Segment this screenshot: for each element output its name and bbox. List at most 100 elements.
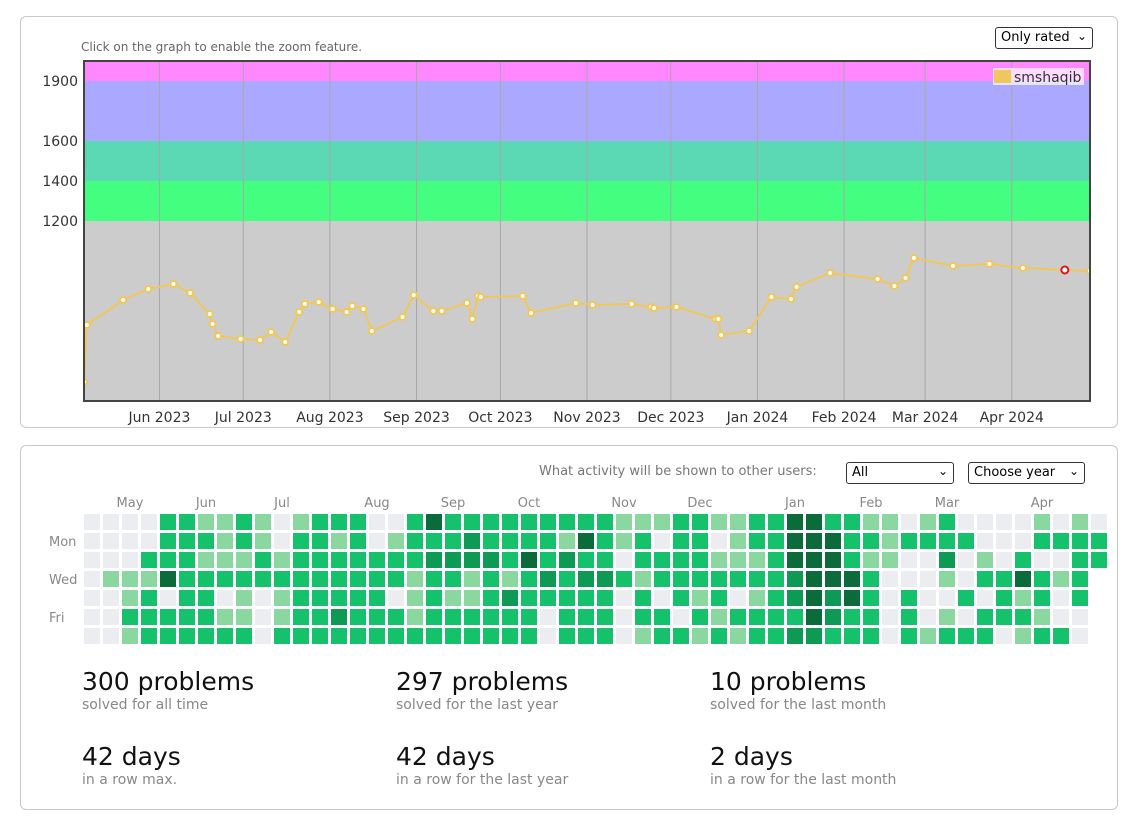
activity-cell <box>787 609 803 625</box>
activity-cell <box>996 514 1012 530</box>
activity-cell <box>103 609 119 625</box>
stat-streak-max: 42 days in a row max. <box>82 743 181 789</box>
activity-cell <box>635 628 651 644</box>
year-select[interactable]: Choose year ⌄ <box>968 462 1085 484</box>
month-label: Nov <box>611 496 637 511</box>
activity-cell <box>958 514 974 530</box>
activity-cell <box>1015 571 1031 587</box>
activity-cell <box>863 628 879 644</box>
stat-caption: in a row for the last year <box>396 772 569 788</box>
activity-cell <box>977 628 993 644</box>
activity-cell <box>445 609 461 625</box>
activity-cell <box>426 571 442 587</box>
rating-point <box>398 313 407 321</box>
activity-cell <box>426 609 442 625</box>
activity-cell <box>825 609 841 625</box>
rating-point <box>267 328 276 336</box>
activity-cell <box>730 609 746 625</box>
activity-cell <box>502 514 518 530</box>
activity-cell <box>635 514 651 530</box>
activity-cell <box>103 552 119 568</box>
activity-cell <box>578 514 594 530</box>
activity-cell <box>654 552 670 568</box>
rating-point <box>873 275 882 283</box>
activity-cell <box>407 628 423 644</box>
activity-cell <box>388 514 404 530</box>
activity-cell <box>1053 628 1069 644</box>
activity-cell <box>388 533 404 549</box>
rating-point <box>119 296 128 304</box>
activity-cell <box>882 628 898 644</box>
stat-streak-year: 42 days in a row for the last year <box>396 743 568 789</box>
activity-cell <box>160 590 176 606</box>
activity-cell <box>977 609 993 625</box>
activity-cell <box>1091 514 1107 530</box>
activity-cell <box>483 590 499 606</box>
activity-cell <box>882 514 898 530</box>
rating-point <box>826 269 835 277</box>
activity-cell <box>901 571 917 587</box>
activity-cell <box>179 514 195 530</box>
activity-cell <box>1015 514 1031 530</box>
activity-cell <box>882 590 898 606</box>
rated-filter-select[interactable]: Only rated ⌄ <box>995 27 1093 49</box>
activity-cell <box>122 571 138 587</box>
activity-cell <box>1034 609 1050 625</box>
activity-cell <box>236 609 252 625</box>
activity-cell <box>122 514 138 530</box>
month-label: Apr <box>1031 496 1054 511</box>
activity-cell <box>464 571 480 587</box>
activity-cell <box>749 609 765 625</box>
activity-cell <box>122 533 138 549</box>
activity-cell <box>502 590 518 606</box>
activity-cell <box>863 571 879 587</box>
chart-legend: smshaqib <box>993 68 1084 86</box>
activity-cell <box>540 514 556 530</box>
activity-cell <box>578 628 594 644</box>
activity-cell <box>445 571 461 587</box>
y-tick-label: 1400 <box>42 174 78 190</box>
activity-cell <box>673 571 689 587</box>
activity-cell <box>388 552 404 568</box>
activity-cell <box>369 571 385 587</box>
stat-value: 2 days <box>710 742 793 771</box>
activity-cell <box>882 609 898 625</box>
activity-cell <box>1072 628 1088 644</box>
activity-cell <box>996 628 1012 644</box>
activity-cell <box>673 609 689 625</box>
activity-cell <box>160 628 176 644</box>
plot-border <box>83 60 1091 402</box>
rating-point <box>214 332 223 340</box>
activity-cell <box>578 571 594 587</box>
activity-cell <box>255 609 271 625</box>
activity-cell <box>559 571 575 587</box>
activity-cell <box>882 552 898 568</box>
activity-cell <box>787 514 803 530</box>
rating-point <box>985 260 994 268</box>
rating-point <box>745 327 754 335</box>
rating-point <box>627 300 636 308</box>
activity-cell <box>692 552 708 568</box>
activity-cell <box>692 590 708 606</box>
activity-cell <box>749 533 765 549</box>
activity-cell <box>369 590 385 606</box>
month-label: Mar <box>935 496 960 511</box>
activity-cell <box>1015 533 1031 549</box>
activity-cell <box>768 514 784 530</box>
activity-cell <box>445 552 461 568</box>
activity-cell <box>407 533 423 549</box>
y-tick-label: 1200 <box>42 214 78 230</box>
rating-point <box>714 315 723 323</box>
activity-cell <box>502 533 518 549</box>
activity-cell <box>388 609 404 625</box>
activity-cell <box>673 514 689 530</box>
activity-visibility-select[interactable]: All ⌄ <box>846 462 954 484</box>
activity-cell <box>559 533 575 549</box>
month-label: Sep <box>441 496 466 511</box>
activity-cell <box>84 552 100 568</box>
activity-cell <box>236 571 252 587</box>
activity-cell <box>635 609 651 625</box>
rating-point <box>300 300 309 308</box>
rating-chart[interactable]: Jun 2023 Jul 2023 Aug 2023 Sep 2023 Oct 2023… <box>0 0 1124 430</box>
activity-cell <box>540 628 556 644</box>
